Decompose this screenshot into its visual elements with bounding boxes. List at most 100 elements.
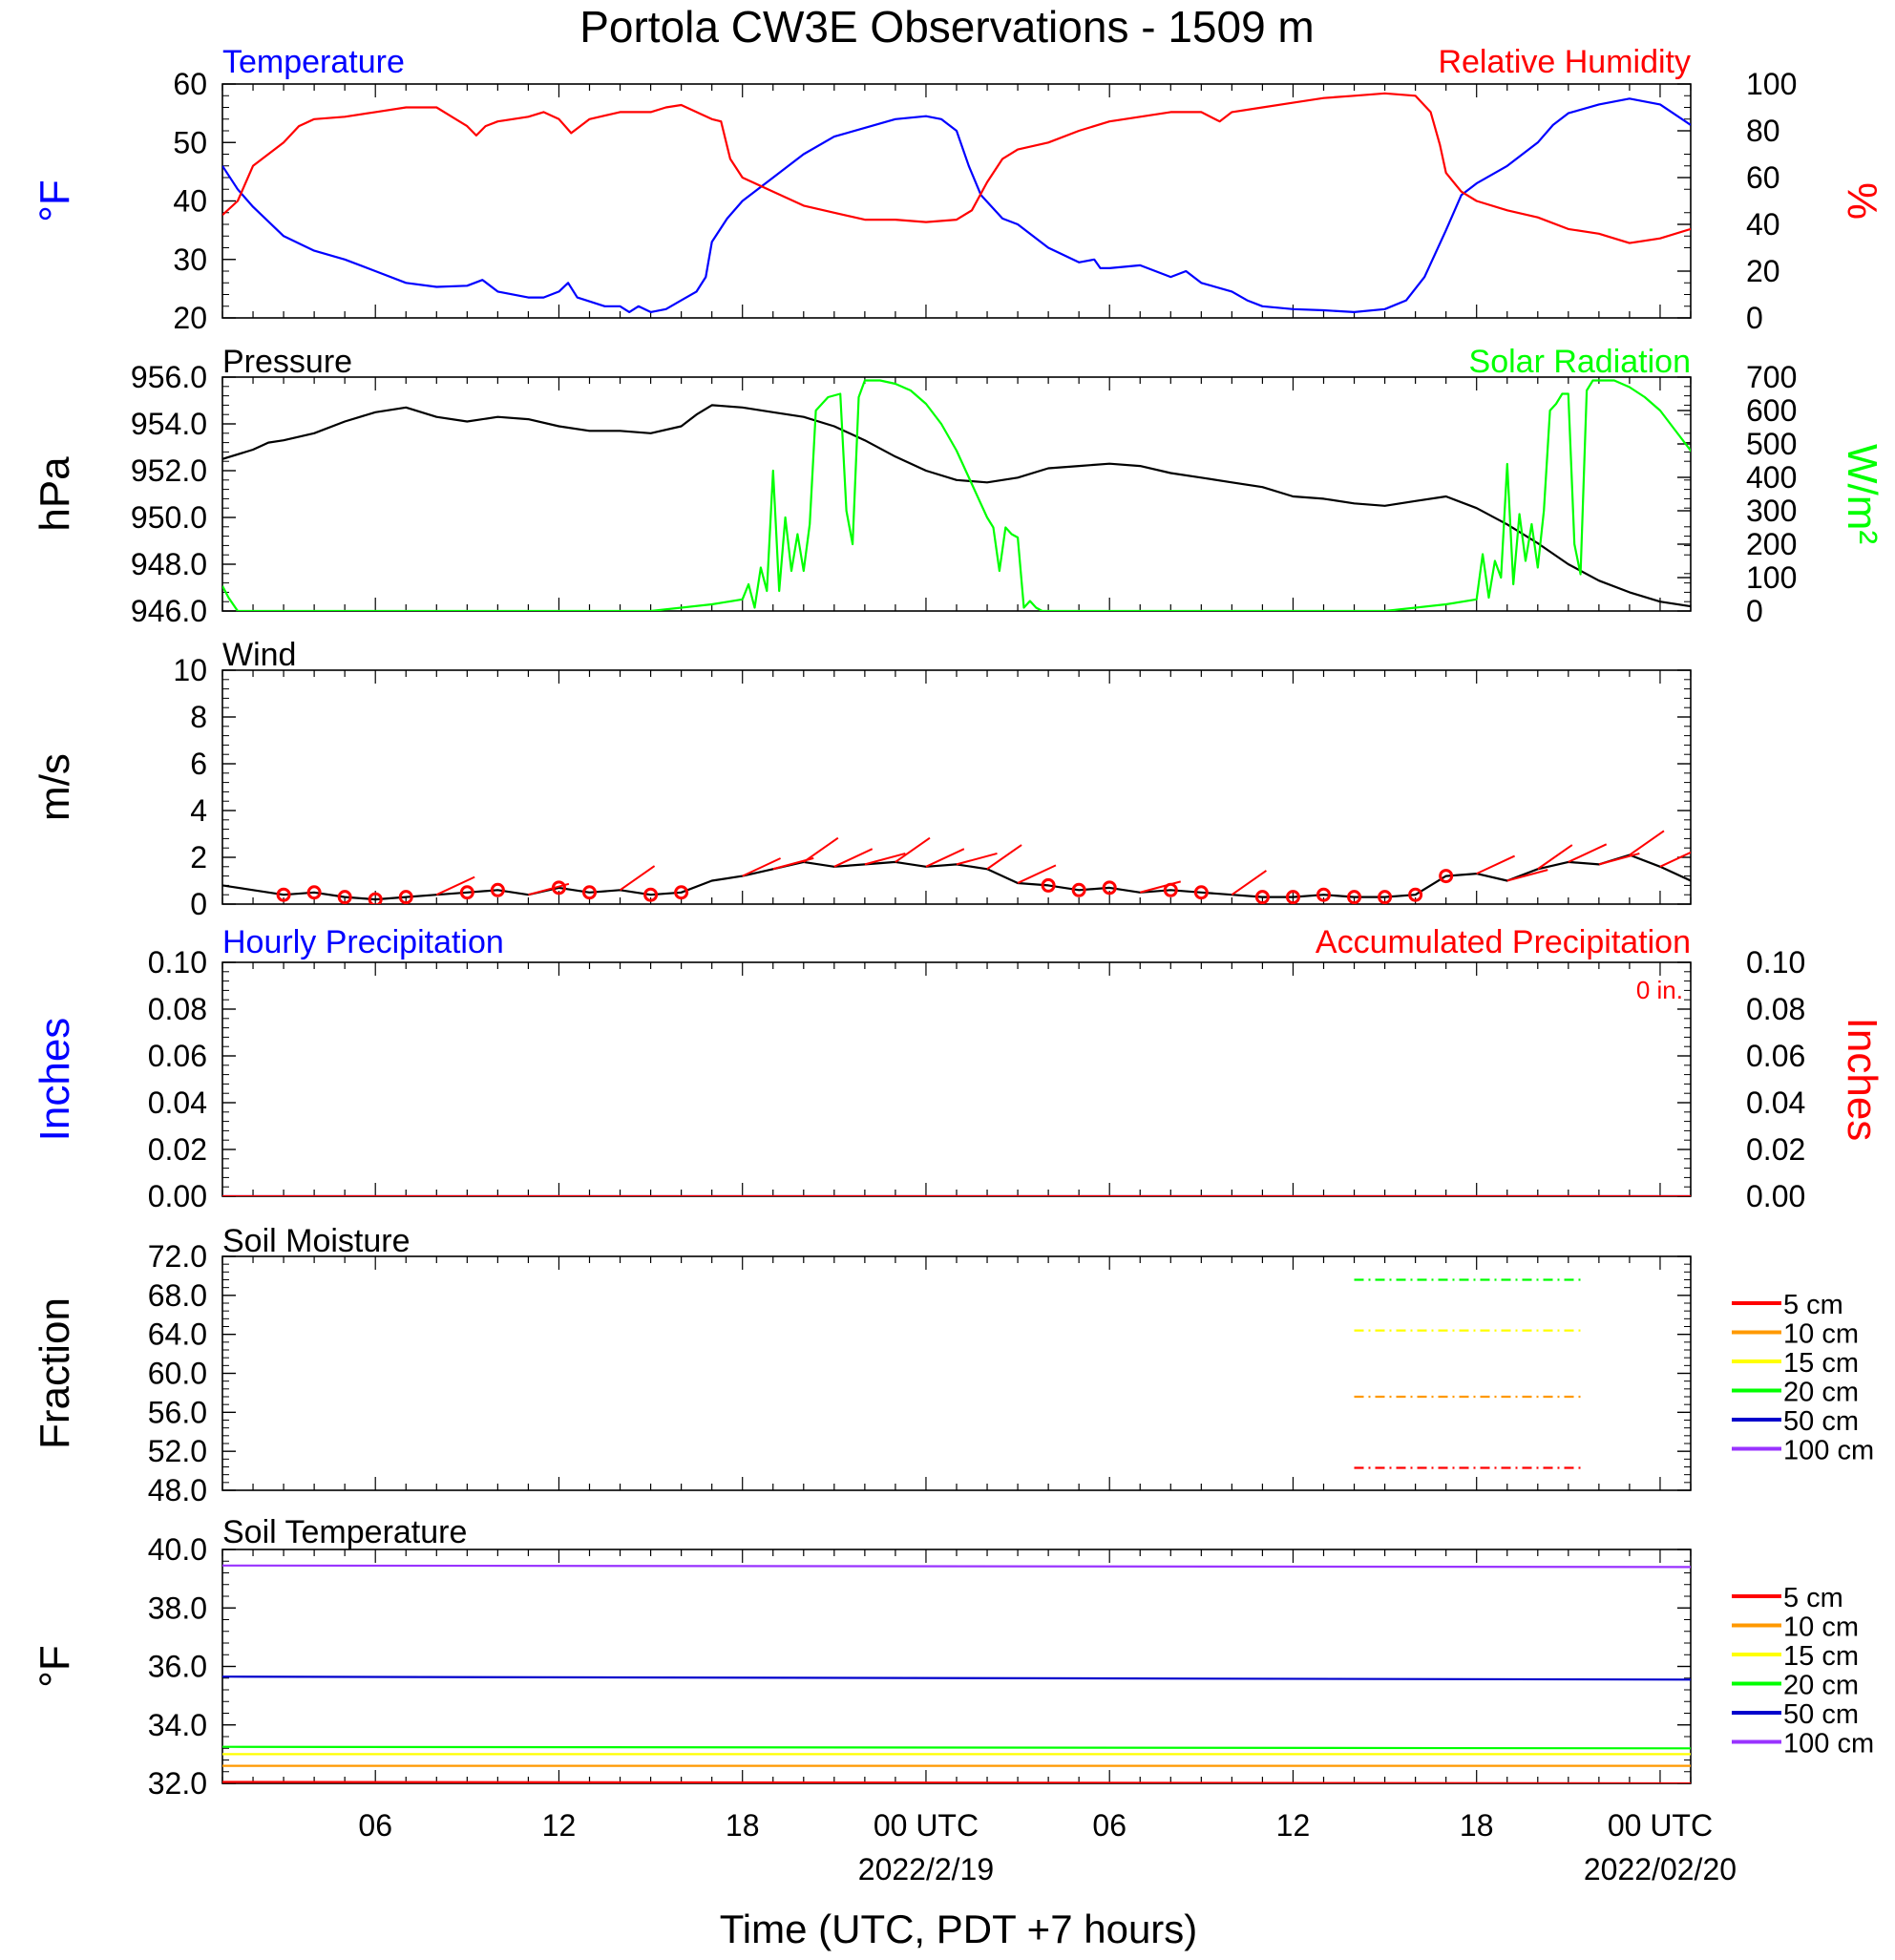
wind-barb [1537, 844, 1573, 871]
panel-soil_moisture: 48.0 52.0 56.0 60.0 64.0 68.0 72.0 Fraction Soil… [32, 1223, 1874, 1507]
legend-label: 15 cm [1783, 1348, 1859, 1379]
panel-title-left: Wind [222, 637, 296, 673]
panel-title-left: Soil Temperature [222, 1514, 467, 1550]
calm-wind-circle [1347, 890, 1362, 904]
calm-wind-circle [1285, 890, 1300, 904]
calm-wind-circle [1041, 877, 1056, 893]
y-tick-label-left: 950.0 [131, 500, 207, 535]
panel-title-right: Accumulated Precipitation [1316, 924, 1691, 960]
y-tick-label-left: 4 [190, 793, 207, 828]
series-line [222, 1564, 1691, 1569]
wind-barb [1139, 880, 1182, 894]
panel-title-left: Hourly Precipitation [222, 924, 504, 960]
y-tick-label-left: 72.0 [148, 1239, 207, 1274]
y-tick-label-right: 0.10 [1746, 945, 1805, 980]
legend-label: 10 cm [1783, 1612, 1859, 1643]
panel-title-right: Solar Radiation [1469, 344, 1691, 380]
calm-wind-circle [276, 887, 291, 902]
wind-barb [1568, 843, 1608, 863]
panel-wind: 0 2 4 6 8 10 m/s Wind [32, 637, 1692, 921]
panel-pressure_solar: 946.0 948.0 950.0 952.0 954.0 956.0 0100200300… [32, 344, 1885, 628]
x-tick-label: 18 [726, 1808, 760, 1843]
y-tick-label-right: 0.02 [1746, 1132, 1805, 1167]
wind-barb [1629, 830, 1665, 856]
legend-label: 20 cm [1783, 1671, 1859, 1701]
wind-barb [1598, 852, 1640, 866]
y-tick-label-left: 6 [190, 747, 207, 781]
y-tick-label-left: 0 [190, 887, 207, 921]
wind-barb [619, 865, 656, 892]
y-tick-label-left: 0.04 [148, 1085, 207, 1120]
series-line [222, 854, 1691, 901]
legend-label: 100 cm [1783, 1436, 1874, 1466]
calm-wind-circle [643, 887, 659, 902]
y-tick-label-right: 0.08 [1746, 992, 1805, 1026]
calm-wind-circle [1193, 885, 1209, 900]
y-tick-label-right: 60 [1746, 160, 1780, 195]
wind-barb [435, 875, 475, 896]
panel-precip: 0.00 0.02 0.04 0.06 0.08 0.10 0.00 0.02 0.04 0.06… [32, 924, 1885, 1213]
series-line [222, 1675, 1691, 1681]
series-line [222, 379, 1691, 611]
y-tick-label-left: 36.0 [148, 1650, 207, 1684]
y-tick-label-left: 20 [173, 301, 207, 335]
calm-wind-circle [337, 890, 352, 904]
y-axis-label-left: Fraction [32, 1297, 78, 1449]
y-tick-label-left: 0.10 [148, 945, 207, 980]
y-tick-label-right: 600 [1746, 393, 1797, 428]
legend-label: 50 cm [1783, 1699, 1859, 1730]
wind-barb [1476, 854, 1516, 875]
calm-wind-circle [1378, 890, 1393, 904]
legend-label: 5 cm [1783, 1290, 1843, 1320]
y-tick-label-left: 40 [173, 184, 207, 219]
y-tick-label-left: 68.0 [148, 1278, 207, 1313]
calm-wind-circle [368, 892, 383, 904]
y-tick-label-right: 100 [1746, 560, 1797, 595]
legend-label: 20 cm [1783, 1378, 1859, 1408]
y-tick-label-left: 52.0 [148, 1434, 207, 1468]
y-axis-label-left: °F [32, 179, 78, 221]
y-tick-label-left: 948.0 [131, 547, 207, 581]
calm-wind-circle [582, 885, 597, 900]
y-tick-label-right: 0.00 [1746, 1179, 1805, 1213]
calm-wind-circle [1102, 880, 1117, 896]
y-tick-label-left: 954.0 [131, 407, 207, 441]
series-group [1354, 1278, 1584, 1469]
series-line [222, 92, 1691, 244]
accumulated-total-label: 0 in. [1636, 976, 1683, 1004]
y-tick-label-left: 34.0 [148, 1708, 207, 1742]
wind-barb [956, 852, 998, 866]
plot-frame [221, 376, 1692, 612]
y-tick-label-left: 0.00 [148, 1179, 207, 1213]
y-tick-label-left: 32.0 [148, 1766, 207, 1801]
wind-barb [528, 882, 570, 896]
calm-wind-circle [490, 882, 505, 897]
y-tick-label-left: 8 [190, 700, 207, 734]
wind-barb [1231, 870, 1267, 896]
calm-wind-circle [1316, 887, 1331, 902]
y-tick-label-right: 100 [1746, 67, 1797, 101]
series-group [222, 92, 1691, 313]
calm-wind-circle [306, 885, 322, 900]
y-tick-label-right: 0.06 [1746, 1039, 1805, 1073]
y-tick-label-left: 0.06 [148, 1039, 207, 1073]
wind-barb [742, 857, 782, 877]
y-tick-label-right: 400 [1746, 460, 1797, 495]
wind-barb [1659, 851, 1691, 868]
wind-barb [833, 848, 874, 868]
panel-title-right: Relative Humidity [1438, 44, 1691, 80]
calm-wind-circle [1408, 887, 1423, 902]
y-tick-label-right: 200 [1746, 527, 1797, 561]
x-date-label: 2022/2/19 [858, 1852, 994, 1886]
series-group [222, 379, 1691, 611]
x-tick-label: 06 [358, 1808, 392, 1843]
x-tick-label: 12 [542, 1808, 577, 1843]
y-tick-label-right: 300 [1746, 494, 1797, 528]
y-tick-label-left: 10 [173, 653, 207, 687]
plot-frame [221, 961, 1692, 1197]
y-tick-label-right: 500 [1746, 427, 1797, 461]
wind-barb [1017, 864, 1057, 884]
legend-label: 5 cm [1783, 1583, 1843, 1613]
plot-frame [221, 669, 1692, 905]
